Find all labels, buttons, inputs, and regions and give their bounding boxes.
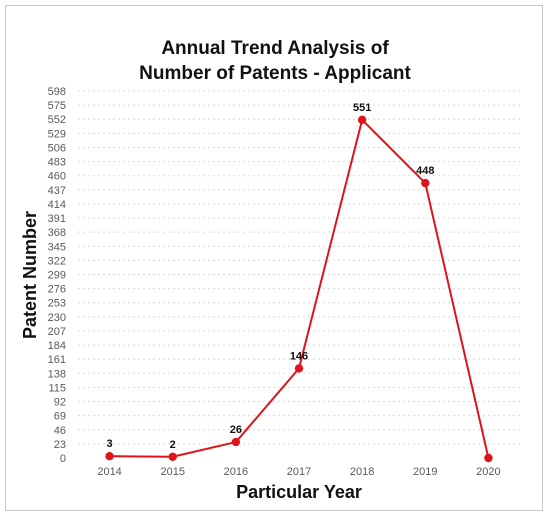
data-point [231, 437, 241, 447]
x-axis-ticks: 2014 2015 2016 2017 2018 2019 2020 [97, 466, 500, 478]
x-tick-label: 2017 [287, 466, 311, 478]
data-labels: 3 2 26 146 551 448 [107, 102, 435, 451]
chart-frame [5, 5, 543, 511]
gridlines [78, 90, 520, 445]
data-label: 3 [107, 438, 113, 450]
y-tick-label: 230 [48, 312, 66, 324]
y-tick-label: 575 [48, 100, 66, 112]
y-tick-label: 253 [48, 298, 66, 310]
y-tick-label: 368 [48, 227, 66, 239]
y-tick-label: 115 [48, 382, 66, 394]
x-tick-label: 2018 [350, 466, 374, 478]
data-label: 551 [353, 102, 371, 114]
y-tick-label: 437 [48, 185, 66, 197]
y-tick-label: 184 [48, 340, 66, 352]
chart-title-line1: Annual Trend Analysis of [161, 38, 389, 59]
data-label: 26 [230, 424, 242, 436]
y-tick-label: 414 [48, 199, 66, 211]
y-tick-label: 391 [48, 213, 66, 225]
data-point [421, 178, 430, 188]
y-tick-label: 322 [48, 255, 66, 267]
y-axis-ticks: 0 23 46 69 92 115 138 161 184 207 230 253 276 299 322 3… [48, 86, 66, 465]
y-tick-label: 529 [48, 128, 66, 140]
y-tick-label: 69 [54, 411, 66, 423]
y-axis-title: Patent Number [20, 211, 40, 339]
y-tick-label: 276 [48, 284, 66, 296]
y-tick-label: 552 [48, 114, 66, 126]
data-label: 2 [170, 439, 176, 451]
data-point [294, 364, 304, 373]
series-layer [105, 115, 493, 463]
x-tick-label: 2016 [224, 466, 248, 478]
data-label: 146 [290, 350, 308, 362]
y-tick-label: 23 [54, 439, 66, 451]
y-tick-label: 598 [48, 86, 66, 98]
x-tick-label: 2015 [160, 466, 184, 478]
y-tick-label: 207 [48, 326, 66, 338]
x-tick-label: 2019 [413, 466, 437, 478]
y-tick-label: 506 [48, 142, 66, 154]
y-tick-label: 138 [48, 368, 66, 380]
y-tick-label: 460 [48, 171, 66, 183]
y-tick-label: 483 [48, 157, 66, 169]
y-tick-label: 46 [54, 425, 66, 437]
chart-title-line2: Number of Patents - Applicant [139, 63, 411, 84]
y-tick-label: 92 [54, 397, 66, 409]
y-tick-label: 161 [48, 354, 66, 366]
y-tick-label: 0 [60, 453, 66, 465]
data-point [105, 451, 114, 461]
x-tick-label: 2014 [97, 466, 121, 478]
x-tick-label: 2020 [476, 466, 500, 478]
x-axis-title: Particular Year [236, 482, 362, 502]
data-point [357, 115, 367, 125]
data-point [168, 452, 177, 461]
data-point [484, 453, 493, 463]
y-tick-label: 299 [48, 270, 66, 282]
data-label: 448 [416, 165, 434, 177]
y-tick-label: 345 [48, 241, 66, 253]
